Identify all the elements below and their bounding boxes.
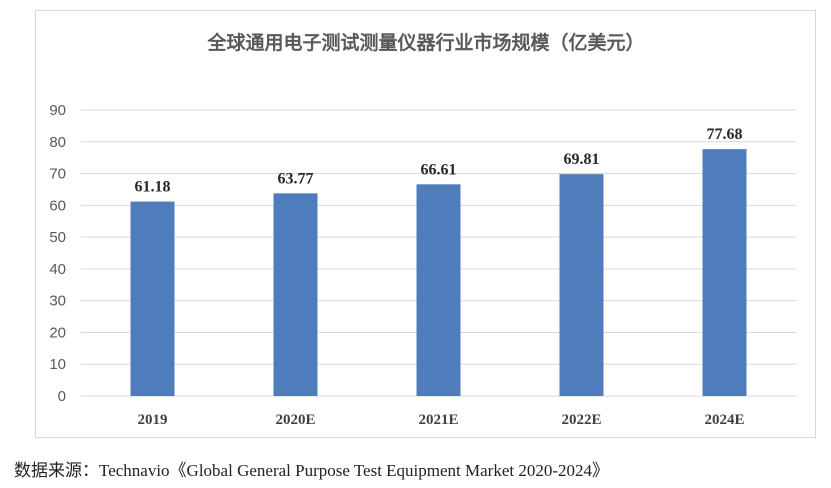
x-axis-ticks: 2019 2020E 2021E 2022E 2024E <box>138 412 745 428</box>
chart-container: 全球通用电子测试测量仪器行业市场规模（亿美元） 0 10 20 30 40 50 60 70 8… <box>35 10 816 438</box>
data-labels: 61.18 63.77 66.61 69.81 77.68 <box>135 126 743 195</box>
y-tick-label: 90 <box>49 102 66 119</box>
data-label: 66.61 <box>421 161 457 178</box>
bar-chart: 全球通用电子测试测量仪器行业市场规模（亿美元） 0 10 20 30 40 50 60 70 8… <box>49 31 796 428</box>
y-tick-label: 10 <box>49 356 66 373</box>
x-tick-label: 2022E <box>561 412 601 428</box>
x-tick-label: 2024E <box>704 412 744 428</box>
bar-2024e <box>702 149 747 396</box>
data-label: 63.77 <box>278 170 314 187</box>
bar-2022e <box>559 174 604 396</box>
y-tick-label: 50 <box>49 229 66 246</box>
y-tick-label: 70 <box>49 166 66 183</box>
x-tick-label: 2020E <box>275 412 315 428</box>
x-tick-label: 2019 <box>138 412 168 428</box>
y-tick-label: 80 <box>49 134 66 151</box>
bar-2020e <box>273 193 318 396</box>
data-label: 61.18 <box>135 179 171 196</box>
bars <box>130 149 747 396</box>
y-tick-label: 30 <box>49 293 66 310</box>
y-axis-ticks: 0 10 20 30 40 50 60 70 80 90 <box>49 102 66 405</box>
chart-title: 全球通用电子测试测量仪器行业市场规模（亿美元） <box>206 31 644 54</box>
y-tick-label: 60 <box>49 197 66 214</box>
data-label: 77.68 <box>707 126 743 143</box>
bar-2021e <box>416 184 461 396</box>
source-note: 数据来源：Technavio《Global General Purpose Te… <box>14 461 610 480</box>
x-tick-label: 2021E <box>418 412 458 428</box>
bar-2019 <box>130 201 175 396</box>
y-tick-label: 20 <box>49 324 66 341</box>
data-label: 69.81 <box>564 151 600 168</box>
y-tick-label: 0 <box>58 388 66 405</box>
y-tick-label: 40 <box>49 261 66 278</box>
